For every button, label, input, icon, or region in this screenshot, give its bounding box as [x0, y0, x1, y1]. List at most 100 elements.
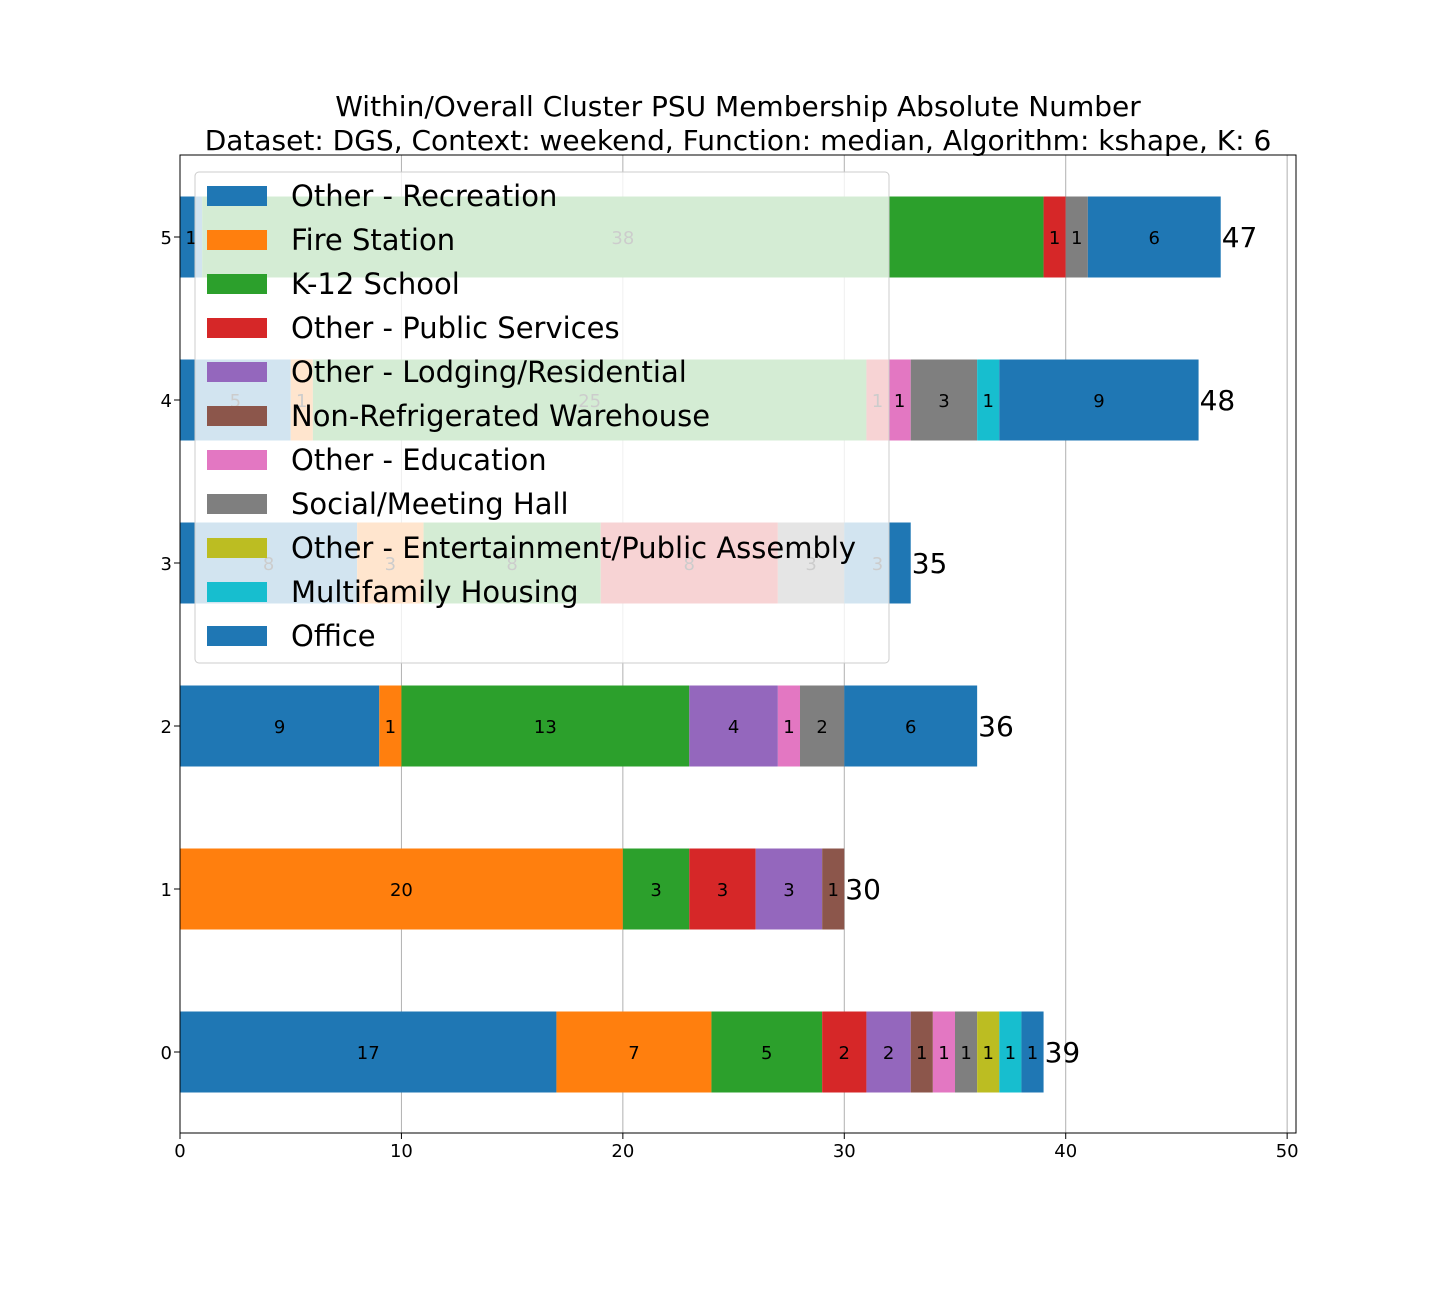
- segment-label: 9: [274, 717, 285, 738]
- segment-label: 1: [1005, 1043, 1016, 1064]
- x-tick-label: 10: [390, 1141, 413, 1162]
- bar-segment: [1043, 196, 1066, 278]
- y-tick-label: 4: [161, 391, 172, 412]
- bar-segment: [1087, 196, 1221, 278]
- bar-segment: [866, 1011, 911, 1093]
- legend-label: K-12 School: [291, 267, 460, 301]
- segment-label: 20: [390, 880, 413, 901]
- segment-label: 3: [717, 880, 728, 901]
- legend-swatch: [207, 538, 267, 558]
- bar-segment: [777, 685, 800, 767]
- total-label: 47: [1222, 221, 1258, 254]
- bar-segment: [844, 685, 978, 767]
- bar-segment: [755, 848, 823, 930]
- bar-segment: [822, 1011, 867, 1093]
- segment-label: 1: [827, 880, 838, 901]
- segment-label: 2: [816, 717, 827, 738]
- segment-label: 6: [905, 717, 916, 738]
- bar-segment: [180, 685, 380, 767]
- bar-segment: [180, 848, 623, 930]
- y-tick-label: 0: [161, 1043, 172, 1064]
- legend-label: Social/Meeting Hall: [291, 487, 569, 521]
- legend-swatch: [207, 362, 267, 382]
- segment-label: 1: [960, 1043, 971, 1064]
- axes-layer: 0 10 20 30 40 50 0 1 2 3 4 5: [161, 154, 1299, 1162]
- legend-swatch: [207, 274, 267, 294]
- chart-subtitle: Dataset: DGS, Context: weekend, Function…: [205, 124, 1272, 157]
- total-label: 30: [845, 873, 881, 906]
- legend-label: Multifamily Housing: [291, 575, 579, 609]
- segment-label: 1: [1027, 1043, 1038, 1064]
- segment-label: 1: [783, 717, 794, 738]
- segment-label: 4: [728, 717, 739, 738]
- segment-label: 7: [628, 1043, 639, 1064]
- total-label: 39: [1045, 1036, 1081, 1069]
- bar-segment: [711, 1011, 823, 1093]
- segment-label: 1: [185, 228, 196, 249]
- bar-segment: [977, 1011, 1000, 1093]
- x-tick-label: 40: [1054, 1141, 1077, 1162]
- bar-segment: [888, 359, 911, 441]
- x-tick-label: 50: [1276, 1141, 1299, 1162]
- bar-segment: [977, 359, 1000, 441]
- legend-swatch: [207, 626, 267, 646]
- legend-swatch: [207, 186, 267, 206]
- legend-swatch: [207, 582, 267, 602]
- y-tick-label: 5: [161, 228, 172, 249]
- segment-label: 1: [1049, 228, 1060, 249]
- bar-segment: [932, 1011, 955, 1093]
- bar-segment: [556, 1011, 712, 1093]
- segment-label: 1: [916, 1043, 927, 1064]
- legend-label: Fire Station: [291, 223, 455, 257]
- bar-segment: [910, 359, 978, 441]
- segment-label: 17: [357, 1043, 380, 1064]
- bar-segment: [910, 1011, 933, 1093]
- bar-segment: [401, 685, 690, 767]
- segment-label: 1: [982, 1043, 993, 1064]
- segment-label: 3: [938, 391, 949, 412]
- legend-label: Other - Entertainment/Public Assembly: [291, 531, 856, 565]
- segment-label: 1: [894, 391, 905, 412]
- plot-frame: [179, 154, 1297, 1134]
- segment-label: 1: [938, 1043, 949, 1064]
- bar-segment: [1065, 196, 1088, 278]
- legend-box: [194, 171, 890, 664]
- segment-label: 9: [1093, 391, 1104, 412]
- y-tick-label: 1: [161, 880, 172, 901]
- x-tick-label: 30: [833, 1141, 856, 1162]
- y-tick-label: 3: [161, 554, 172, 575]
- x-tick-label: 20: [611, 1141, 634, 1162]
- legend-label: Other - Recreation: [291, 179, 557, 213]
- legend-swatch: [207, 230, 267, 250]
- bar-segment: [1021, 1011, 1044, 1093]
- legend-label: Non-Refrigerated Warehouse: [291, 399, 710, 433]
- segment-label: 2: [883, 1043, 894, 1064]
- bar-segment: [379, 685, 402, 767]
- total-label: 35: [912, 547, 948, 580]
- x-tick-label: 0: [174, 1141, 185, 1162]
- bar-segment: [180, 1011, 557, 1093]
- legend-swatch: [207, 450, 267, 470]
- segment-label: 13: [534, 717, 557, 738]
- segment-label: 5: [761, 1043, 772, 1064]
- segment-label: 3: [783, 880, 794, 901]
- bar-segment: [822, 848, 845, 930]
- bar-segment: [800, 685, 845, 767]
- segment-label: 2: [839, 1043, 850, 1064]
- legend-label: Other - Lodging/Residential: [291, 355, 687, 389]
- bar-segment: [999, 359, 1199, 441]
- chart-title: Within/Overall Cluster PSU Membership Ab…: [335, 90, 1141, 123]
- segment-label: 1: [982, 391, 993, 412]
- bar-segment: [689, 685, 778, 767]
- total-label: 48: [1200, 384, 1236, 417]
- legend-swatch: [207, 318, 267, 338]
- legend-label: Other - Public Services: [291, 311, 620, 345]
- segment-label: 6: [1149, 228, 1160, 249]
- segment-label: 1: [385, 717, 396, 738]
- legend-label: Other - Education: [291, 443, 547, 477]
- legend-swatch: [207, 406, 267, 426]
- legend-label: Office: [291, 619, 376, 653]
- segment-label: 3: [650, 880, 661, 901]
